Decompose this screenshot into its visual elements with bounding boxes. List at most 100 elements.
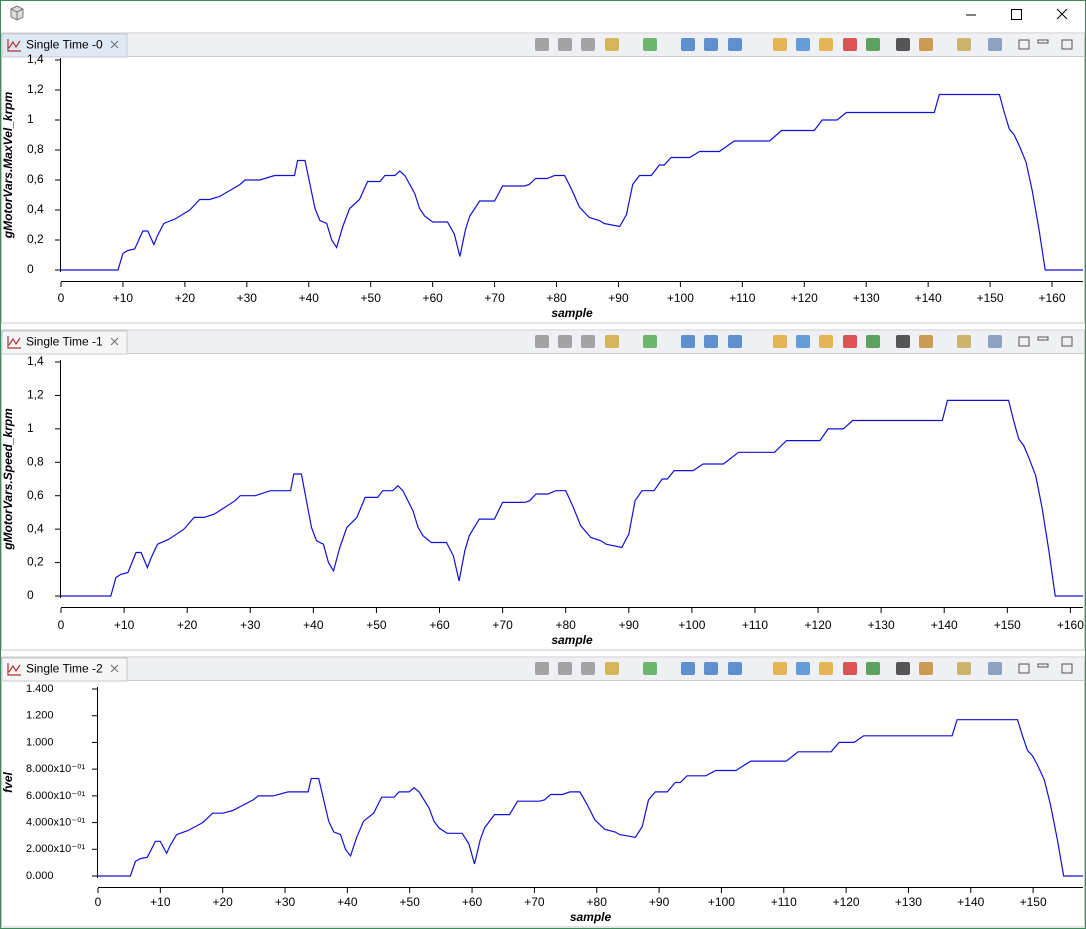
toolbar-button[interactable] <box>957 662 971 675</box>
tab[interactable] <box>1 657 128 682</box>
toolbar-button[interactable] <box>896 335 910 348</box>
x-tick-label: +110 <box>729 291 755 305</box>
toolbar-button[interactable] <box>866 662 880 675</box>
toolbar-button[interactable] <box>843 335 857 348</box>
toolbar-button[interactable] <box>819 662 833 675</box>
y-axis-title: gMotorVars.Speed_krpm <box>1 408 15 551</box>
x-tick-label: +60 <box>422 291 443 305</box>
tab-close[interactable] <box>110 664 119 673</box>
toolbar-button[interactable] <box>643 38 657 51</box>
toolbar-button[interactable] <box>796 38 810 51</box>
toolbar-button[interactable] <box>988 335 1002 348</box>
toolbar-button[interactable] <box>605 662 619 675</box>
toolbar-button[interactable] <box>605 335 619 348</box>
toolbar-button[interactable] <box>728 662 742 675</box>
data-line <box>61 399 1083 597</box>
y-tick-label: 0,6 <box>27 172 44 186</box>
view-menu-button[interactable] <box>1018 39 1030 50</box>
minimize-view-button[interactable] <box>1037 336 1049 341</box>
toolbar-button[interactable] <box>919 662 933 675</box>
toolbar-button[interactable] <box>866 335 880 348</box>
y-tick-label: 4.000x10⁻⁰¹ <box>26 816 85 828</box>
toolbar-button[interactable] <box>605 38 619 51</box>
x-tick-label: +150 <box>977 291 1004 305</box>
toolbar-button[interactable] <box>558 38 572 51</box>
toolbar-button[interactable] <box>704 335 718 348</box>
toolbar-button[interactable] <box>773 335 787 348</box>
y-tick-label: 1,2 <box>27 388 44 402</box>
x-tick-label: +10 <box>150 895 171 909</box>
x-tick-label: +50 <box>400 895 421 909</box>
toolbar-button[interactable] <box>535 38 549 51</box>
toolbar-button[interactable] <box>988 38 1002 51</box>
close-button[interactable] <box>1056 8 1068 20</box>
toolbar-button[interactable] <box>535 662 549 675</box>
toolbar-button[interactable] <box>643 662 657 675</box>
x-tick-label: +150 <box>994 618 1021 632</box>
maximize-button[interactable] <box>1011 9 1022 20</box>
toolbar-button[interactable] <box>581 38 595 51</box>
x-tick-label: +120 <box>805 618 832 632</box>
toolbar-button[interactable] <box>866 38 880 51</box>
minimize-view-button[interactable] <box>1037 39 1049 44</box>
toolbar-button[interactable] <box>643 335 657 348</box>
toolbar-button[interactable] <box>704 38 718 51</box>
toolbar-button[interactable] <box>919 38 933 51</box>
toolbar-button[interactable] <box>681 38 695 51</box>
x-tick-label: +90 <box>649 895 670 909</box>
tab-title: Single Time -2 <box>26 662 103 676</box>
tab-close[interactable] <box>110 40 119 49</box>
minimize-view-button[interactable] <box>1037 663 1049 668</box>
tab[interactable] <box>1 33 128 58</box>
toolbar-button[interactable] <box>919 335 933 348</box>
x-tick-label: +120 <box>791 291 818 305</box>
toolbar-button[interactable] <box>843 38 857 51</box>
y-tick-label: 2.000x10⁻⁰¹ <box>26 843 85 855</box>
y-tick-label: 0,4 <box>27 202 44 216</box>
toolbar-button[interactable] <box>558 662 572 675</box>
toolbar-button[interactable] <box>681 662 695 675</box>
toolbar-button[interactable] <box>773 662 787 675</box>
tab-icon <box>7 663 21 676</box>
x-tick-label: +40 <box>299 291 320 305</box>
maximize-view-button[interactable] <box>1061 336 1073 347</box>
toolbar-button[interactable] <box>728 335 742 348</box>
x-tick-label: +30 <box>237 291 258 305</box>
y-tick-label: 0 <box>27 588 34 602</box>
toolbar-button[interactable] <box>988 662 1002 675</box>
y-tick-label: 6.000x10⁻⁰¹ <box>26 790 85 802</box>
x-tick-label: +50 <box>366 618 387 632</box>
toolbar-button[interactable] <box>728 38 742 51</box>
view-menu-button[interactable] <box>1018 663 1030 674</box>
toolbar-button[interactable] <box>535 335 549 348</box>
toolbar-button[interactable] <box>581 335 595 348</box>
toolbar-button[interactable] <box>581 662 595 675</box>
toolbar-button[interactable] <box>681 335 695 348</box>
maximize-view-button[interactable] <box>1061 663 1073 674</box>
toolbar-button[interactable] <box>819 38 833 51</box>
x-tick-label: 0 <box>95 895 102 909</box>
tab-close[interactable] <box>110 337 119 346</box>
maximize-view-button[interactable] <box>1061 39 1073 50</box>
toolbar-button[interactable] <box>896 38 910 51</box>
toolbar-button[interactable] <box>773 38 787 51</box>
x-tick-label: +160 <box>1039 291 1066 305</box>
tab[interactable] <box>1 330 128 355</box>
toolbar-button[interactable] <box>843 662 857 675</box>
toolbar-button[interactable] <box>957 335 971 348</box>
x-tick-label: +80 <box>556 618 577 632</box>
toolbar-button[interactable] <box>796 335 810 348</box>
x-tick-label: +110 <box>771 895 797 909</box>
x-tick-label: 0 <box>58 291 65 305</box>
view-menu-button[interactable] <box>1018 336 1030 347</box>
toolbar-button[interactable] <box>896 662 910 675</box>
y-tick-label: 0,2 <box>27 232 44 246</box>
toolbar-button[interactable] <box>819 335 833 348</box>
toolbar-button[interactable] <box>957 38 971 51</box>
y-tick-label: 0,8 <box>27 454 44 468</box>
x-tick-label: +60 <box>462 895 483 909</box>
y-tick-label: 0,2 <box>27 555 44 569</box>
toolbar-button[interactable] <box>558 335 572 348</box>
toolbar-button[interactable] <box>704 662 718 675</box>
toolbar-button[interactable] <box>796 662 810 675</box>
